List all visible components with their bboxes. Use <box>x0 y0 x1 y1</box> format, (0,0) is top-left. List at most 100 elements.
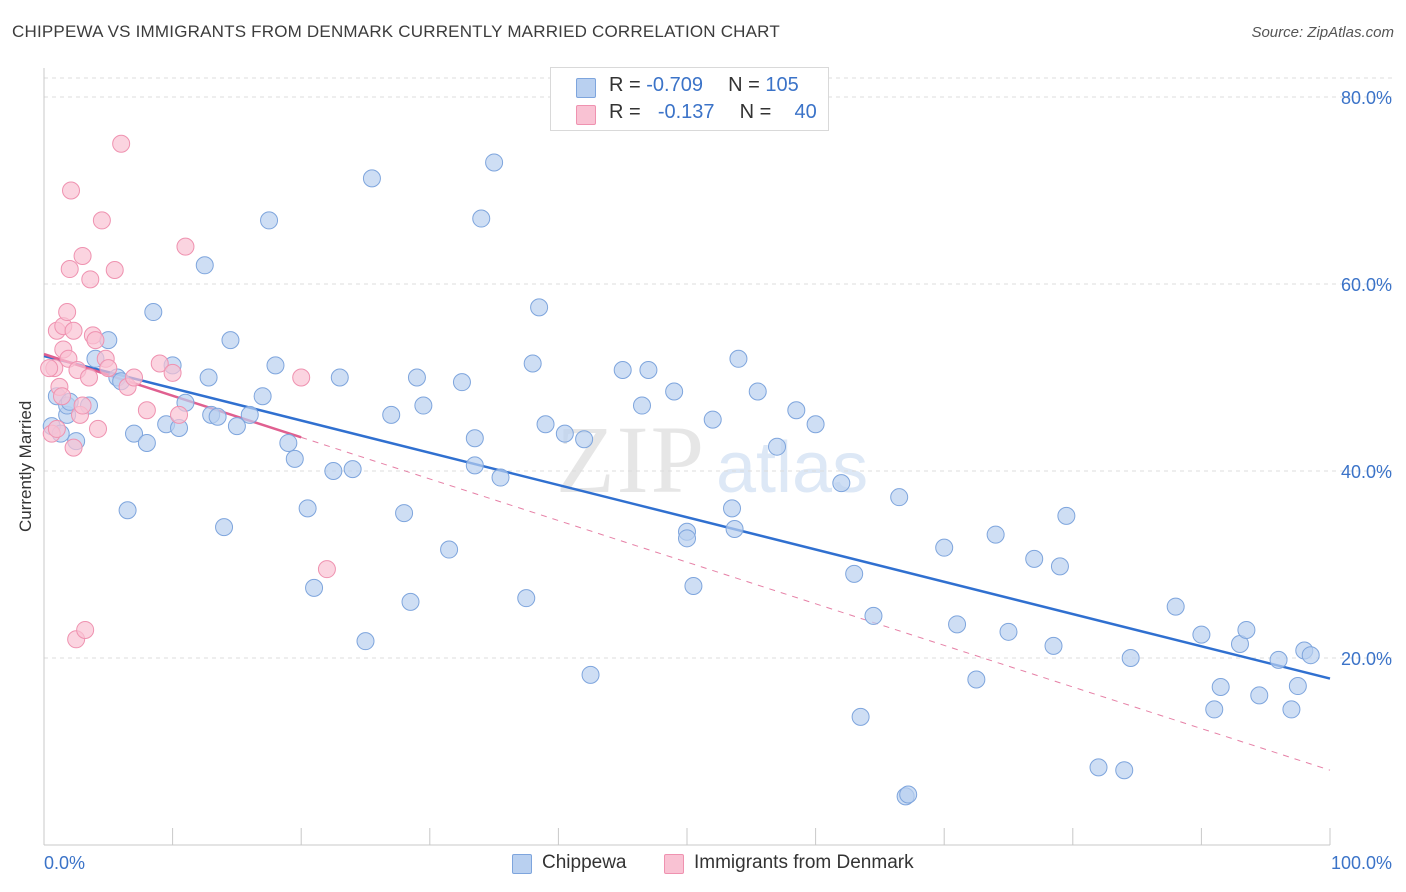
correlation-legend: R = -0.709 N = 105 R = -0.137 N = 40 <box>550 67 829 131</box>
data-point <box>105 260 124 279</box>
data-point <box>1250 686 1269 705</box>
data-point <box>1211 677 1230 696</box>
r-value: -0.137 <box>657 101 715 123</box>
data-point <box>125 368 144 387</box>
data-point <box>73 396 92 415</box>
data-point <box>266 356 285 375</box>
pink-swatch <box>664 854 684 874</box>
data-point <box>208 407 227 426</box>
data-point <box>517 589 536 608</box>
legend-label: Chippewa <box>542 852 627 873</box>
tick-labels: 20.0% 40.0% 60.0% 80.0% 0.0% 100.0% <box>44 88 1392 873</box>
data-point <box>465 456 484 475</box>
data-point <box>170 405 189 424</box>
source-label: Source: ZipAtlas.com <box>1251 24 1394 41</box>
data-point <box>665 382 684 401</box>
data-point <box>967 670 986 689</box>
blue-swatch <box>512 854 532 874</box>
data-point <box>465 429 484 448</box>
data-point <box>305 578 324 597</box>
y-tick-label: 60.0% <box>1341 275 1392 295</box>
r-label: R = <box>609 74 641 96</box>
data-point <box>401 592 420 611</box>
trendlines <box>43 352 1331 771</box>
r-value: -0.709 <box>646 74 703 96</box>
axes <box>43 68 1331 846</box>
trendline-denmark <box>43 352 302 439</box>
data-point <box>986 525 1005 544</box>
x-tick-label: 100.0% <box>1331 853 1392 873</box>
data-point <box>362 169 381 188</box>
trendline-denmark <box>301 436 1331 771</box>
data-point <box>81 270 100 289</box>
r-label: R = <box>609 101 641 123</box>
data-point <box>703 410 722 429</box>
chart-title: CHIPPEWA VS IMMIGRANTS FROM DENMARK CURR… <box>12 22 780 41</box>
legend-row-chippewa: R = -0.709 N = 105 <box>551 74 828 100</box>
data-point <box>613 361 632 380</box>
data-point <box>1057 506 1076 525</box>
data-point <box>144 303 163 322</box>
watermark-atlas: atlas <box>716 428 868 508</box>
data-point <box>64 438 83 457</box>
data-point <box>292 368 311 387</box>
data-point <box>227 417 246 436</box>
series-denmark <box>40 134 336 649</box>
data-point <box>1115 761 1134 780</box>
data-point <box>832 474 851 493</box>
data-point <box>395 504 414 523</box>
data-point <box>99 359 118 378</box>
data-point <box>723 499 742 518</box>
watermark: ZIP atlas <box>556 406 868 513</box>
data-point <box>1282 700 1301 719</box>
data-point <box>199 368 218 387</box>
n-value: 40 <box>794 101 817 123</box>
data-point <box>748 382 767 401</box>
data-points <box>40 134 1320 806</box>
data-point <box>1237 620 1256 639</box>
data-point <box>581 665 600 684</box>
data-point <box>536 415 555 434</box>
data-point <box>787 401 806 420</box>
data-point <box>1205 700 1224 719</box>
data-point <box>112 134 131 153</box>
data-point <box>440 540 459 559</box>
data-point <box>64 321 83 340</box>
data-point <box>768 437 787 456</box>
data-point <box>53 387 72 406</box>
data-point <box>407 368 426 387</box>
legend-label: Immigrants from Denmark <box>694 852 914 873</box>
data-point <box>80 368 99 387</box>
series-chippewa <box>42 153 1320 806</box>
data-point <box>356 632 375 651</box>
data-point <box>678 529 696 548</box>
data-point <box>1192 625 1211 644</box>
data-point <box>137 401 156 420</box>
data-point <box>1301 646 1320 665</box>
data-point <box>298 499 317 518</box>
data-point <box>324 462 343 480</box>
data-point <box>491 468 510 487</box>
data-point <box>92 211 111 230</box>
data-point <box>343 460 362 479</box>
data-point <box>176 237 195 256</box>
data-point <box>137 433 156 452</box>
data-point <box>555 424 574 443</box>
data-point <box>485 153 504 172</box>
data-point <box>60 260 79 279</box>
y-tick-label: 80.0% <box>1341 88 1392 108</box>
blue-swatch <box>576 78 596 98</box>
data-point <box>948 615 967 634</box>
data-point <box>73 246 92 265</box>
data-point <box>260 211 279 230</box>
data-point <box>62 181 81 200</box>
data-point <box>725 519 744 538</box>
data-point <box>47 419 66 438</box>
data-point <box>472 209 491 228</box>
y-tick-label: 40.0% <box>1341 462 1392 482</box>
data-point <box>899 785 918 804</box>
data-point <box>253 387 272 406</box>
pink-swatch <box>576 105 596 125</box>
data-point <box>40 359 59 378</box>
